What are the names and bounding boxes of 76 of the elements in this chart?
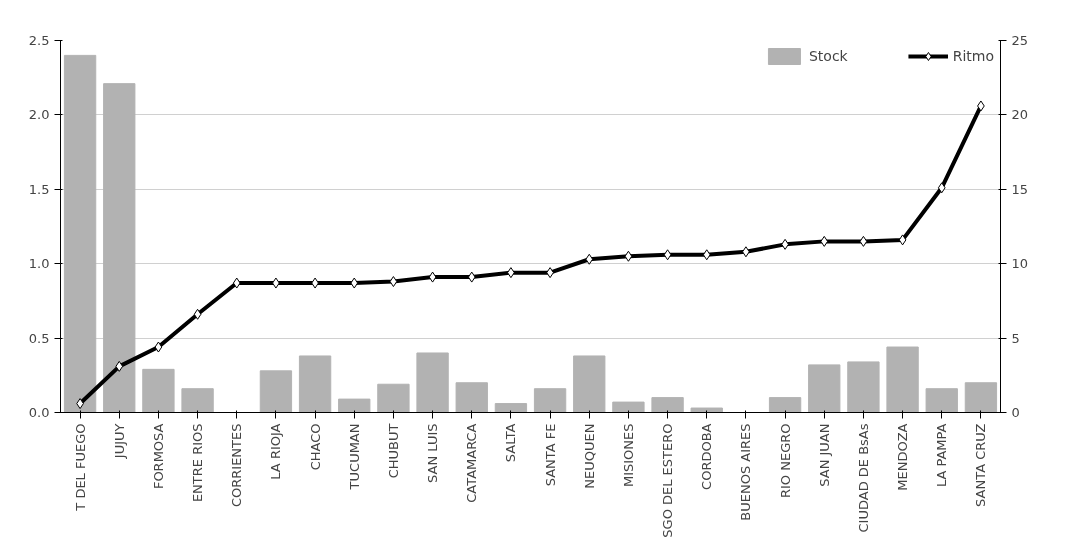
x-tick-label: CATAMARCA	[464, 423, 480, 503]
y-tick-label: 0.5	[28, 330, 50, 346]
bar	[494, 403, 528, 413]
x-tick-label: CIUDAD DE BsAs	[855, 423, 871, 533]
legend-label: Ritmo	[952, 48, 994, 64]
x-tick-label: SAN JUAN	[816, 423, 832, 487]
point	[585, 253, 594, 265]
y2-tick-label: 0	[1011, 405, 1020, 420]
legend-label: Stock	[808, 48, 848, 64]
point	[820, 235, 829, 247]
point	[467, 271, 476, 283]
x-tick-label: FORMOSA	[150, 423, 166, 490]
x-tick-label: SANTA CRUZ	[973, 423, 989, 507]
point	[859, 235, 868, 247]
point	[428, 271, 437, 283]
x-tick-label: SAN LUIS	[425, 423, 441, 483]
bar	[103, 83, 136, 413]
y2-tick-label: 15	[1011, 181, 1029, 197]
point	[193, 308, 202, 320]
x-tick-label: NEUQUEN	[581, 423, 597, 489]
bar	[612, 401, 645, 413]
point	[702, 249, 711, 261]
x-tick-label: SANTA FE	[542, 423, 558, 487]
bar	[573, 355, 606, 413]
bar	[455, 382, 488, 413]
point	[937, 182, 946, 194]
y2-tick-label: 20	[1011, 107, 1029, 123]
bar	[63, 54, 97, 413]
x-tick-label: CHUBUT	[385, 423, 401, 479]
bar	[259, 370, 293, 413]
bar	[338, 398, 371, 413]
bar	[533, 388, 567, 413]
x-tick-label: CORRIENTES	[229, 423, 245, 508]
x-tick-label: MENDOZA	[895, 423, 911, 491]
bar	[651, 397, 684, 413]
x-tick-label: MISIONES	[620, 423, 636, 488]
x-tick-label: SALTA	[503, 423, 519, 463]
x-tick-label: RIO NEGRO	[777, 423, 793, 499]
bar	[847, 361, 880, 413]
x-tick-label: SGO DEL ESTERO	[660, 423, 676, 538]
x-tick-label: CHACO	[307, 423, 323, 471]
point	[232, 277, 241, 289]
y-tick-label: 0.0	[28, 405, 50, 420]
bar	[298, 355, 332, 413]
bar	[886, 346, 919, 413]
point	[115, 360, 124, 372]
y2-tick-label: 5	[1011, 330, 1020, 346]
point	[389, 276, 398, 288]
point	[898, 234, 907, 246]
bar	[925, 388, 958, 413]
bar	[964, 382, 998, 413]
x-tick-label: LA PAMPA	[934, 423, 950, 488]
y2-tick-label: 25	[1011, 33, 1029, 48]
bar	[808, 364, 841, 413]
y-tick-label: 1.5	[28, 181, 50, 197]
y-tick-label: 2.5	[28, 33, 50, 48]
point	[350, 277, 359, 289]
x-tick-label: CORDOBA	[699, 423, 715, 490]
y-tick-label: 1.0	[28, 256, 50, 272]
bar	[768, 397, 802, 413]
bar	[181, 388, 214, 413]
point	[663, 249, 672, 261]
x-tick-label: BUENOS AIRES	[738, 423, 754, 521]
x-tick-label: T DEL FUEGO	[72, 423, 88, 512]
bar	[416, 352, 449, 413]
bar	[142, 368, 175, 413]
bar	[690, 407, 723, 413]
point	[624, 250, 633, 262]
x-tick-label: ENTRE RIOS	[190, 423, 206, 503]
bar	[377, 383, 410, 413]
point	[154, 341, 163, 353]
y-tick-label: 2.0	[28, 107, 50, 123]
x-tick-label: LA RIOJA	[268, 423, 284, 480]
y2-tick-label: 10	[1011, 256, 1029, 272]
x-tick-label: TUCUMAN	[346, 423, 362, 491]
x-tick-label: JUJUY	[111, 423, 127, 460]
